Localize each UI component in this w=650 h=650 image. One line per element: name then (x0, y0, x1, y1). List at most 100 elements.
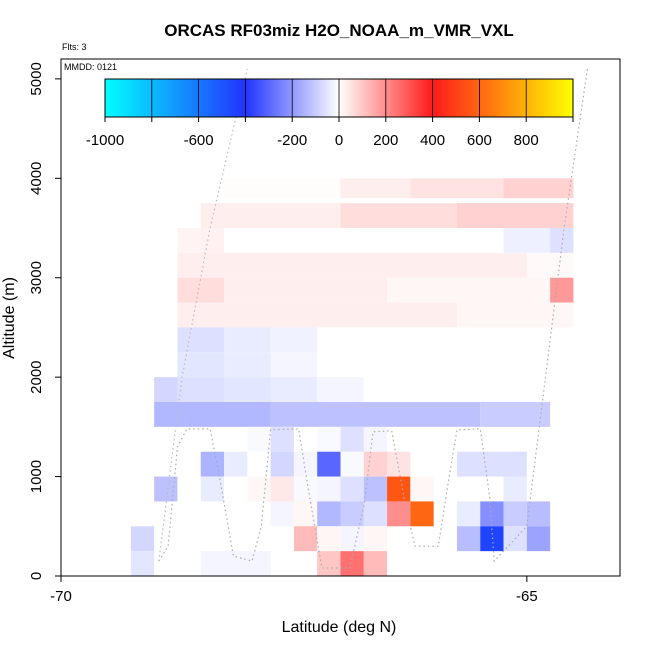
heatmap-cell (456, 203, 574, 229)
heatmap-cell (224, 377, 271, 403)
heatmap-cell (480, 402, 551, 427)
x-tick-label: -70 (50, 588, 72, 605)
heatmap-cell (503, 228, 551, 253)
y-axis-label: Altitude (m) (1, 277, 18, 359)
heatmap-cell (224, 228, 504, 253)
heatmap-cell (293, 451, 318, 477)
heatmap-cell (177, 352, 225, 378)
heatmap-cell (317, 476, 341, 502)
heatmap-cell (317, 551, 341, 576)
heatmap-cell (526, 252, 574, 278)
heatmap-cell (387, 476, 411, 502)
colorbar-tick-label: -1000 (86, 132, 124, 149)
chart-title: ORCAS RF03miz H2O_NOAA_m_VMR_VXL (164, 21, 514, 40)
heatmap-cell (317, 377, 364, 403)
heatmap-cell (503, 501, 527, 527)
heatmap-cell (270, 352, 318, 378)
heatmap-cell (130, 551, 155, 576)
heatmap-cell (503, 178, 574, 199)
y-tick-label: 5000 (28, 62, 45, 95)
heatmap-cell (317, 501, 341, 527)
heatmap-cell (200, 476, 225, 502)
heatmap-cell (200, 228, 225, 253)
heatmap-cell (363, 551, 388, 576)
heatmap-cell (317, 426, 341, 452)
heatmap-cell (177, 252, 527, 278)
heatmap-cell (456, 451, 527, 477)
heatmap-cell (456, 302, 574, 328)
heatmap-cell (270, 476, 294, 502)
heatmap-cell (363, 526, 388, 552)
heatmap-cell (270, 377, 318, 403)
heatmap-cell (270, 451, 294, 477)
heatmap-cell (340, 451, 364, 477)
colorbar-tick-label: 0 (335, 132, 343, 149)
heatmap-cell (456, 501, 481, 527)
heatmap-cell (177, 327, 225, 353)
x-tick-label: -65 (516, 588, 538, 605)
heatmap-cell (550, 228, 574, 253)
heatmap-cell (340, 178, 411, 199)
heatmap-cell (363, 451, 388, 477)
y-tick-label: 0 (28, 572, 45, 580)
heatmap-cell (270, 426, 294, 452)
heatmap-cell (387, 451, 411, 477)
heatmap-cell (177, 377, 225, 403)
heatmap-cell (200, 451, 225, 477)
heatmap-cell (387, 277, 551, 303)
heatmap-cell (200, 203, 341, 229)
y-tick-label: 1000 (28, 460, 45, 493)
colorbar: -1000 -600 -200 0 200 400 600 800 (86, 78, 574, 149)
heatmap-cell (363, 501, 388, 527)
heatmap-cell (224, 451, 248, 477)
heatmap-cell (224, 178, 341, 199)
heatmap-cell (340, 426, 364, 452)
heatmap-cell (154, 402, 271, 427)
heatmap-cell (247, 426, 271, 452)
flights-note: Flts: 3 (62, 42, 87, 52)
heatmap-cell (270, 327, 318, 353)
y-tick-label: 2000 (28, 360, 45, 393)
heatmap-cell (363, 476, 388, 502)
heatmap-cell (247, 476, 271, 502)
heatmap-cell (177, 302, 457, 328)
heatmap-cell (480, 501, 504, 527)
colorbar-tick-label: 800 (514, 132, 539, 149)
heatmap-cell (177, 277, 225, 303)
heatmap-cell (317, 451, 341, 477)
heatmap-cell (293, 501, 318, 527)
heatmap-cell (200, 551, 271, 576)
y-tick-label: 3000 (28, 261, 45, 294)
date-note: MMDD: 0121 (64, 62, 117, 72)
plot-frame (60, 58, 621, 577)
heatmap-cell (526, 501, 551, 527)
heatmap-cell (224, 327, 271, 353)
heatmap-cell (526, 526, 551, 552)
heatmap-cell (224, 352, 271, 378)
colorbar-tick-label: -600 (184, 132, 214, 149)
heatmap-cell (270, 501, 294, 527)
heatmap-cell (340, 203, 457, 229)
heatmap-cell (293, 476, 318, 502)
heatmap-cell (224, 277, 388, 303)
heatmap-cell (503, 476, 527, 502)
flight-track (158, 68, 588, 569)
colorbar-tick-label: 200 (373, 132, 398, 149)
flight-track-ascent-line (158, 68, 248, 562)
heatmap-cell (317, 526, 341, 552)
heatmap-cell (130, 526, 155, 552)
heatmap-cell (410, 178, 504, 199)
colorbar-tick-label: 600 (467, 132, 492, 149)
heatmap-cell (340, 501, 364, 527)
heatmap-cell (480, 526, 504, 552)
heatmap-cells (130, 178, 574, 576)
heatmap-cell (293, 526, 318, 552)
y-tick-label: 4000 (28, 162, 45, 195)
colorbar-tick-label: 400 (420, 132, 445, 149)
heatmap-cell (270, 402, 481, 427)
heatmap-cell (154, 377, 178, 403)
heatmap-cell (363, 426, 388, 452)
heatmap-cell (550, 277, 574, 303)
colorbar-tick-label: -200 (277, 132, 307, 149)
